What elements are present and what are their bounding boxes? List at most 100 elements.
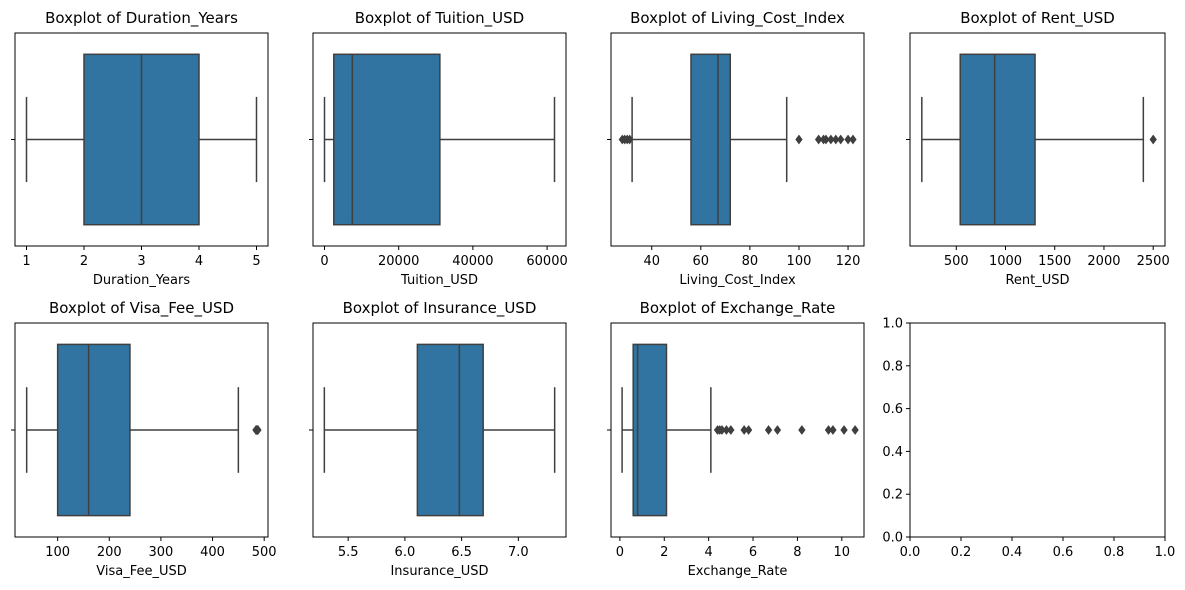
x-tick-label: 1500	[1038, 254, 1071, 269]
x-tick-label: 200	[97, 545, 122, 560]
x-tick-label: 120	[836, 254, 861, 269]
y-tick-label: 0.0	[882, 531, 903, 546]
outlier-point	[814, 134, 823, 145]
x-axis-label: Exchange_Rate	[688, 564, 788, 579]
outlier-point	[822, 134, 830, 145]
x-tick-label: 6.0	[395, 545, 416, 560]
x-tick-label: 0.0	[900, 545, 921, 560]
x-tick-label: 6.5	[451, 545, 472, 560]
subplot-5: Boxplot of Visa_Fee_USD 100 200 300 400 500 Vi…	[11, 299, 277, 579]
x-tick-label: 1.0	[1155, 545, 1176, 560]
outlier-point	[840, 425, 848, 435]
subplot-2: Boxplot of Tuition_USD 0 20000 40000 60000 Tu…	[309, 9, 568, 288]
x-tick-label: 2	[80, 254, 88, 269]
subplot-title: Boxplot of Living_Cost_Index	[630, 9, 845, 28]
subplot-6: Boxplot of Insurance_USD 5.5 6.0 6.5 7.0 Insu…	[309, 299, 567, 579]
outlier-point	[1149, 134, 1157, 145]
outlier-point	[744, 425, 753, 435]
subplot-4: Boxplot of Rent_USD 500 1000 1500 2000 2500 Re…	[906, 9, 1170, 288]
x-tick-label: 0.2	[951, 545, 972, 560]
x-tick-label: 40000	[452, 254, 493, 269]
outlier-point	[254, 425, 262, 435]
outlier-point	[837, 134, 845, 145]
x-tick-label: 10	[834, 545, 851, 560]
x-axis-label: Visa_Fee_USD	[96, 564, 187, 579]
axes-frame	[909, 32, 1166, 247]
outlier-point	[849, 134, 857, 145]
axes-frame	[14, 322, 269, 538]
x-axis-label: Tuition_USD	[400, 273, 478, 288]
x-tick-label: 2	[660, 545, 668, 560]
subplot-title: Boxplot of Rent_USD	[960, 9, 1115, 28]
x-tick-label: 80	[742, 254, 759, 269]
x-tick-label: 60000	[526, 254, 567, 269]
x-tick-label: 500	[252, 545, 277, 560]
x-tick-label: 2500	[1137, 254, 1170, 269]
outlier-point	[773, 425, 782, 435]
subplot-title: Boxplot of Exchange_Rate	[640, 299, 836, 318]
iqr-box	[959, 53, 1036, 226]
x-tick-label: 0.8	[1104, 545, 1125, 560]
y-tick-label: 1.0	[882, 317, 903, 332]
subplot-title: Boxplot of Visa_Fee_USD	[49, 299, 234, 318]
x-axis-label: Duration_Years	[93, 273, 190, 288]
x-tick-label: 5.5	[338, 545, 359, 560]
x-tick-label: 40	[643, 254, 660, 269]
subplot-1: Boxplot of Duration_Years 1 2 3 4 5 Duration_Y…	[11, 9, 269, 288]
outlier-point	[827, 134, 835, 145]
axes-frame	[312, 32, 567, 247]
x-axis-label: Living_Cost_Index	[679, 273, 796, 288]
y-tick-label: 0.4	[882, 445, 903, 460]
axes-frame	[610, 32, 865, 247]
x-tick-label: 2000	[1087, 254, 1120, 269]
iqr-box	[56, 343, 131, 517]
x-tick-label: 0	[616, 545, 624, 560]
outlier-point	[764, 425, 773, 435]
x-axis-label: Insurance_USD	[390, 564, 488, 579]
iqr-box	[632, 343, 668, 517]
x-tick-label: 5	[252, 254, 260, 269]
x-tick-label: 100	[45, 545, 70, 560]
subplot-8: 0.0 0.2 0.4 0.6 0.8 1.0 0.0 0.2 0.4 0.6 0.8 1.0	[882, 317, 1175, 561]
subplot-3: Boxplot of Living_Cost_Index 40 60 80 100 120…	[607, 9, 865, 288]
outlier-point	[844, 134, 852, 145]
x-tick-label: 4	[705, 545, 713, 560]
x-tick-label: 300	[148, 545, 173, 560]
y-tick-label: 0.2	[882, 488, 903, 503]
outlier-point	[798, 425, 806, 435]
x-tick-label: 20000	[378, 254, 419, 269]
axes-frame	[909, 322, 1166, 538]
x-tick-label: 1	[22, 254, 30, 269]
x-tick-label: 6	[749, 545, 757, 560]
x-tick-label: 0	[320, 254, 328, 269]
x-tick-label: 0.6	[1053, 545, 1074, 560]
subplot-title: Boxplot of Insurance_USD	[343, 299, 537, 318]
subplot-title: Boxplot of Duration_Years	[45, 9, 238, 28]
x-tick-label: 8	[793, 545, 801, 560]
x-tick-label: 0.4	[1002, 545, 1023, 560]
iqr-box	[333, 53, 441, 226]
x-axis-label: Rent_USD	[1005, 273, 1069, 288]
outlier-point	[832, 134, 840, 145]
y-tick-label: 0.6	[882, 402, 903, 417]
y-tick-label: 0.8	[882, 359, 903, 374]
x-tick-label: 100	[787, 254, 812, 269]
axes-frame	[312, 322, 567, 538]
axes-frame	[610, 322, 865, 538]
x-tick-label: 7.0	[508, 545, 529, 560]
x-tick-label: 1000	[989, 254, 1022, 269]
x-tick-label: 3	[137, 254, 145, 269]
subplot-7: Boxplot of Exchange_Rate 0 2 4 6 8 10 Exchange_…	[607, 299, 865, 579]
outlier-point	[795, 134, 803, 145]
subplot-title: Boxplot of Tuition_USD	[355, 9, 524, 28]
x-tick-label: 4	[195, 254, 203, 269]
outlier-point	[626, 134, 634, 145]
iqr-box	[690, 53, 732, 226]
iqr-box	[416, 343, 484, 517]
x-tick-label: 60	[693, 254, 710, 269]
outlier-point	[829, 425, 837, 435]
x-tick-label: 500	[944, 254, 969, 269]
x-tick-label: 400	[200, 545, 225, 560]
outlier-point	[727, 425, 735, 435]
